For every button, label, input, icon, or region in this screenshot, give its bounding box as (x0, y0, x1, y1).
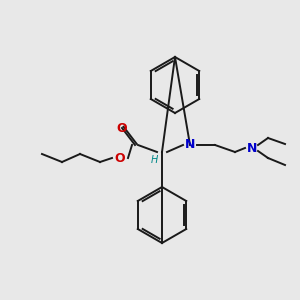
Text: N: N (185, 139, 195, 152)
Text: O: O (115, 152, 125, 164)
Text: N: N (247, 142, 257, 154)
Text: O: O (117, 122, 127, 134)
Text: H: H (150, 155, 158, 165)
